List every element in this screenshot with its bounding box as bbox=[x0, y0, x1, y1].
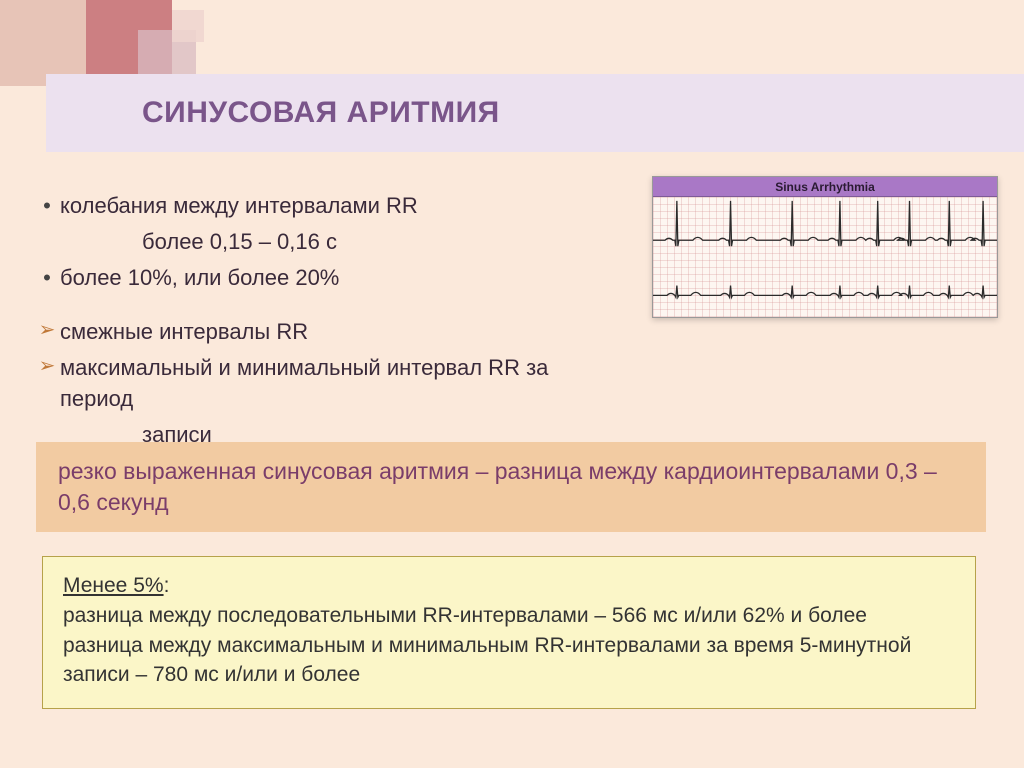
list-item-continuation: более 0,15 – 0,16 с bbox=[34, 226, 594, 258]
criteria-text: колебания между интервалами RR bbox=[60, 190, 418, 222]
yellow-line2: разница между максимальным и минимальным… bbox=[63, 634, 911, 687]
list-item: ➢ смежные интервалы RR bbox=[34, 316, 594, 348]
highlight-orange-text: резко выраженная синусовая аритмия – раз… bbox=[58, 458, 937, 515]
colon: : bbox=[164, 574, 170, 597]
criteria-text: смежные интервалы RR bbox=[60, 316, 308, 348]
criteria-list: колебания между интервалами RR более 0,1… bbox=[34, 190, 594, 455]
criteria-text: более 10%, или более 20% bbox=[60, 262, 339, 294]
deco-square bbox=[172, 10, 204, 42]
chevron-right-icon: ➢ bbox=[34, 316, 60, 344]
bullet-dot-icon bbox=[34, 262, 60, 294]
highlight-orange: резко выраженная синусовая аритмия – раз… bbox=[36, 442, 986, 532]
list-item: более 10%, или более 20% bbox=[34, 262, 594, 294]
page-title: СИНУСОВАЯ АРИТМИЯ bbox=[142, 96, 500, 130]
ecg-trace bbox=[653, 197, 997, 317]
list-item: колебания между интервалами RR bbox=[34, 190, 594, 222]
ecg-grid bbox=[653, 197, 997, 317]
chevron-right-icon: ➢ bbox=[34, 352, 60, 380]
ecg-caption: Sinus Arrhythmia bbox=[775, 180, 875, 194]
yellow-lead: Менее 5% bbox=[63, 574, 164, 597]
criteria-text: более 0,15 – 0,16 с bbox=[142, 226, 337, 258]
list-item: ➢ максимальный и минимальный интервал RR… bbox=[34, 352, 594, 416]
yellow-line1: разница между последовательными RR-интер… bbox=[63, 604, 867, 627]
criteria-text: максимальный и минимальный интервал RR з… bbox=[60, 352, 594, 416]
bullet-dot-icon bbox=[34, 190, 60, 222]
ecg-figure: Sinus Arrhythmia bbox=[652, 176, 998, 318]
ecg-header: Sinus Arrhythmia bbox=[653, 177, 997, 197]
title-bar: СИНУСОВАЯ АРИТМИЯ bbox=[46, 74, 1024, 152]
highlight-yellow: Менее 5%: разница между последовательным… bbox=[42, 556, 976, 709]
